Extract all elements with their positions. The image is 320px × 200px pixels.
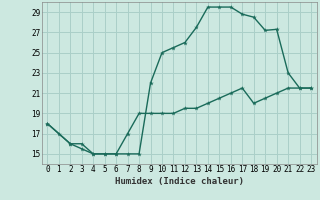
X-axis label: Humidex (Indice chaleur): Humidex (Indice chaleur) (115, 177, 244, 186)
